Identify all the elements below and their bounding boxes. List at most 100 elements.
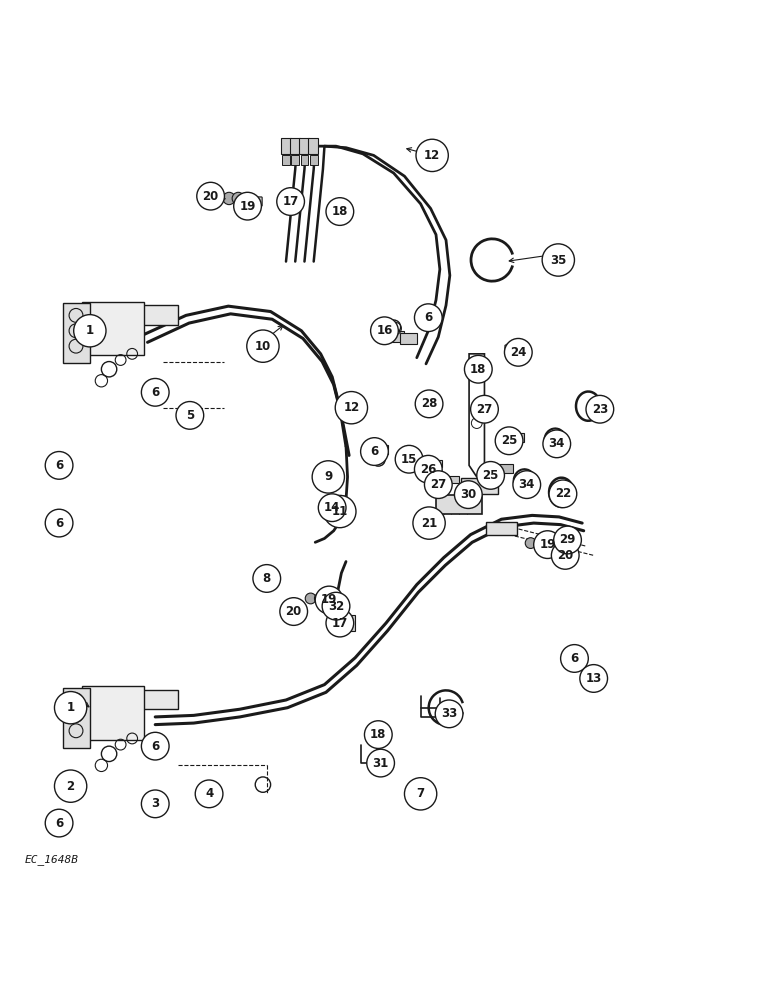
Circle shape <box>361 438 388 465</box>
Text: 27: 27 <box>476 403 493 416</box>
FancyBboxPatch shape <box>299 138 309 154</box>
FancyBboxPatch shape <box>490 464 513 473</box>
Circle shape <box>322 592 350 620</box>
FancyBboxPatch shape <box>345 615 355 631</box>
FancyBboxPatch shape <box>290 138 300 154</box>
FancyBboxPatch shape <box>291 155 299 165</box>
Polygon shape <box>470 358 486 377</box>
Circle shape <box>326 198 354 225</box>
Text: 25: 25 <box>482 469 499 482</box>
Text: 29: 29 <box>560 533 576 546</box>
Polygon shape <box>567 648 582 665</box>
Circle shape <box>413 507 445 539</box>
Text: 18: 18 <box>470 363 486 376</box>
FancyBboxPatch shape <box>436 495 482 514</box>
FancyBboxPatch shape <box>332 598 341 612</box>
FancyBboxPatch shape <box>200 785 219 796</box>
FancyBboxPatch shape <box>63 688 90 748</box>
Text: 1: 1 <box>86 324 94 337</box>
Text: 24: 24 <box>510 346 527 359</box>
Circle shape <box>477 462 504 489</box>
Text: 2: 2 <box>66 780 75 793</box>
Circle shape <box>471 395 498 423</box>
Text: 11: 11 <box>332 505 348 518</box>
FancyBboxPatch shape <box>282 155 290 165</box>
Circle shape <box>253 565 280 592</box>
Circle shape <box>586 395 614 423</box>
Circle shape <box>234 192 262 220</box>
Circle shape <box>551 542 579 569</box>
FancyBboxPatch shape <box>310 155 317 165</box>
Circle shape <box>141 378 169 406</box>
Circle shape <box>513 471 540 498</box>
FancyBboxPatch shape <box>63 303 90 363</box>
FancyBboxPatch shape <box>300 155 308 165</box>
Text: 32: 32 <box>328 600 344 613</box>
Text: 18: 18 <box>370 728 387 741</box>
FancyBboxPatch shape <box>423 460 442 467</box>
Text: 6: 6 <box>55 517 63 530</box>
Text: 16: 16 <box>376 324 393 337</box>
Text: 17: 17 <box>283 195 299 208</box>
Polygon shape <box>422 393 436 410</box>
Text: 3: 3 <box>151 797 159 810</box>
Circle shape <box>314 593 325 604</box>
FancyBboxPatch shape <box>545 541 560 549</box>
Text: 12: 12 <box>424 149 440 162</box>
Text: 31: 31 <box>373 757 389 770</box>
Circle shape <box>415 304 442 332</box>
Text: 34: 34 <box>519 478 535 491</box>
Text: 9: 9 <box>324 470 333 483</box>
FancyBboxPatch shape <box>325 597 342 605</box>
Text: 20: 20 <box>202 190 218 203</box>
Circle shape <box>543 430 571 458</box>
Circle shape <box>533 531 561 558</box>
Text: 6: 6 <box>55 459 63 472</box>
Text: 13: 13 <box>586 672 602 685</box>
Text: 6: 6 <box>151 740 159 753</box>
Text: 6: 6 <box>371 445 378 458</box>
Text: 14: 14 <box>324 501 340 514</box>
Circle shape <box>46 452 73 479</box>
Text: 12: 12 <box>344 401 360 414</box>
Text: 1: 1 <box>66 701 75 714</box>
Text: 28: 28 <box>421 397 437 410</box>
Text: 6: 6 <box>424 311 432 324</box>
Circle shape <box>435 700 463 728</box>
Circle shape <box>364 721 392 748</box>
Circle shape <box>312 461 344 493</box>
Text: 30: 30 <box>460 488 476 501</box>
Circle shape <box>534 538 545 548</box>
Circle shape <box>46 809 73 837</box>
Text: 34: 34 <box>549 437 565 450</box>
Text: 27: 27 <box>430 478 446 491</box>
Circle shape <box>223 192 235 205</box>
Circle shape <box>55 692 86 724</box>
Text: 20: 20 <box>286 605 302 618</box>
Circle shape <box>542 244 574 276</box>
Circle shape <box>247 330 279 362</box>
Circle shape <box>425 471 452 498</box>
Text: 6: 6 <box>151 386 159 399</box>
Circle shape <box>465 355 493 383</box>
Circle shape <box>415 390 443 418</box>
Text: 10: 10 <box>255 340 271 353</box>
FancyBboxPatch shape <box>503 433 524 442</box>
Text: 8: 8 <box>262 572 271 585</box>
FancyBboxPatch shape <box>371 445 388 454</box>
FancyBboxPatch shape <box>384 331 404 342</box>
FancyBboxPatch shape <box>486 522 516 535</box>
Text: 17: 17 <box>332 617 348 630</box>
Circle shape <box>176 402 204 429</box>
Text: 4: 4 <box>205 787 213 800</box>
Circle shape <box>277 188 304 215</box>
FancyBboxPatch shape <box>244 197 262 206</box>
Text: 18: 18 <box>332 205 348 218</box>
Text: EC_1648B: EC_1648B <box>25 854 79 865</box>
Circle shape <box>367 749 394 777</box>
Circle shape <box>279 598 307 625</box>
Text: 26: 26 <box>420 463 436 476</box>
FancyBboxPatch shape <box>136 690 178 709</box>
Circle shape <box>580 665 608 692</box>
Text: 19: 19 <box>239 200 256 213</box>
